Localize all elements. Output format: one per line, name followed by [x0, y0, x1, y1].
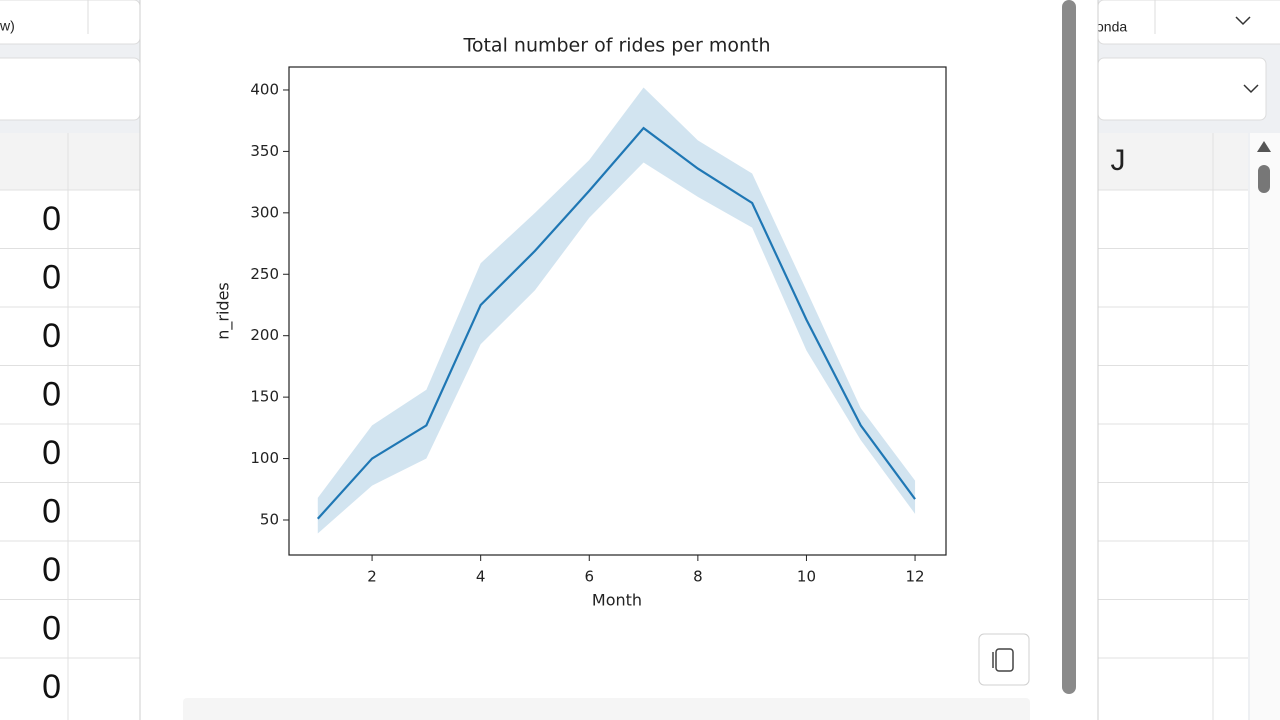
y-axis-label: n_rides	[214, 282, 234, 340]
right-tab-text: onda	[1096, 19, 1127, 35]
plot-frame	[288, 66, 947, 556]
y-tick-label: 350	[250, 142, 279, 160]
copy-button[interactable]	[978, 633, 1030, 686]
confidence-band	[317, 87, 916, 534]
x-tick-label: 4	[476, 568, 486, 586]
header-row	[0, 133, 140, 190]
chart-title: Total number of rides per month	[462, 35, 770, 57]
y-tick-label: 200	[250, 326, 279, 344]
modal	[139, 0, 1099, 720]
y-tick-label: 250	[250, 265, 279, 283]
next-cell	[183, 698, 1030, 720]
cell-value: 0	[42, 492, 61, 530]
left-grid	[0, 190, 140, 720]
line	[316, 126, 916, 520]
cell-value: 0	[42, 668, 61, 706]
x-tick-label: 8	[693, 568, 703, 586]
cell-value: 0	[42, 609, 61, 647]
chevron[interactable]	[1235, 16, 1251, 26]
left-tab-text: w)	[0, 18, 15, 34]
scroll-up[interactable]	[1257, 141, 1271, 152]
x-tick-label: 2	[367, 568, 377, 586]
cell-value: 0	[42, 200, 61, 238]
modal-scrollbar[interactable]	[1062, 0, 1076, 694]
x-axis-label: Month	[592, 591, 642, 610]
left-input[interactable]	[0, 0, 141, 45]
y-tick-label: 100	[250, 449, 279, 467]
y-tick-label: 50	[260, 510, 279, 528]
cell-value: 0	[42, 375, 61, 413]
x-tick-label: 10	[797, 568, 816, 586]
cell-value: 0	[42, 317, 61, 355]
scroll-thumb[interactable]	[1258, 165, 1270, 193]
x-tick-label: 12	[906, 568, 925, 586]
column-header: J	[1111, 144, 1126, 177]
chevron[interactable]	[1243, 84, 1259, 94]
y-tick-label: 150	[250, 388, 279, 406]
x-tick-label: 6	[584, 568, 594, 586]
y-tick-label: 400	[250, 80, 279, 98]
header-row	[1098, 133, 1248, 190]
cell-value: 0	[42, 434, 61, 472]
scrollbar	[1250, 133, 1280, 720]
y-tick-label: 300	[250, 203, 279, 221]
right-select[interactable]	[1097, 57, 1267, 121]
copy-icon	[995, 648, 1014, 672]
right-grid	[1098, 190, 1248, 720]
cell-value: 0	[42, 258, 61, 296]
cell-value: 0	[42, 551, 61, 589]
left-box	[0, 57, 141, 121]
